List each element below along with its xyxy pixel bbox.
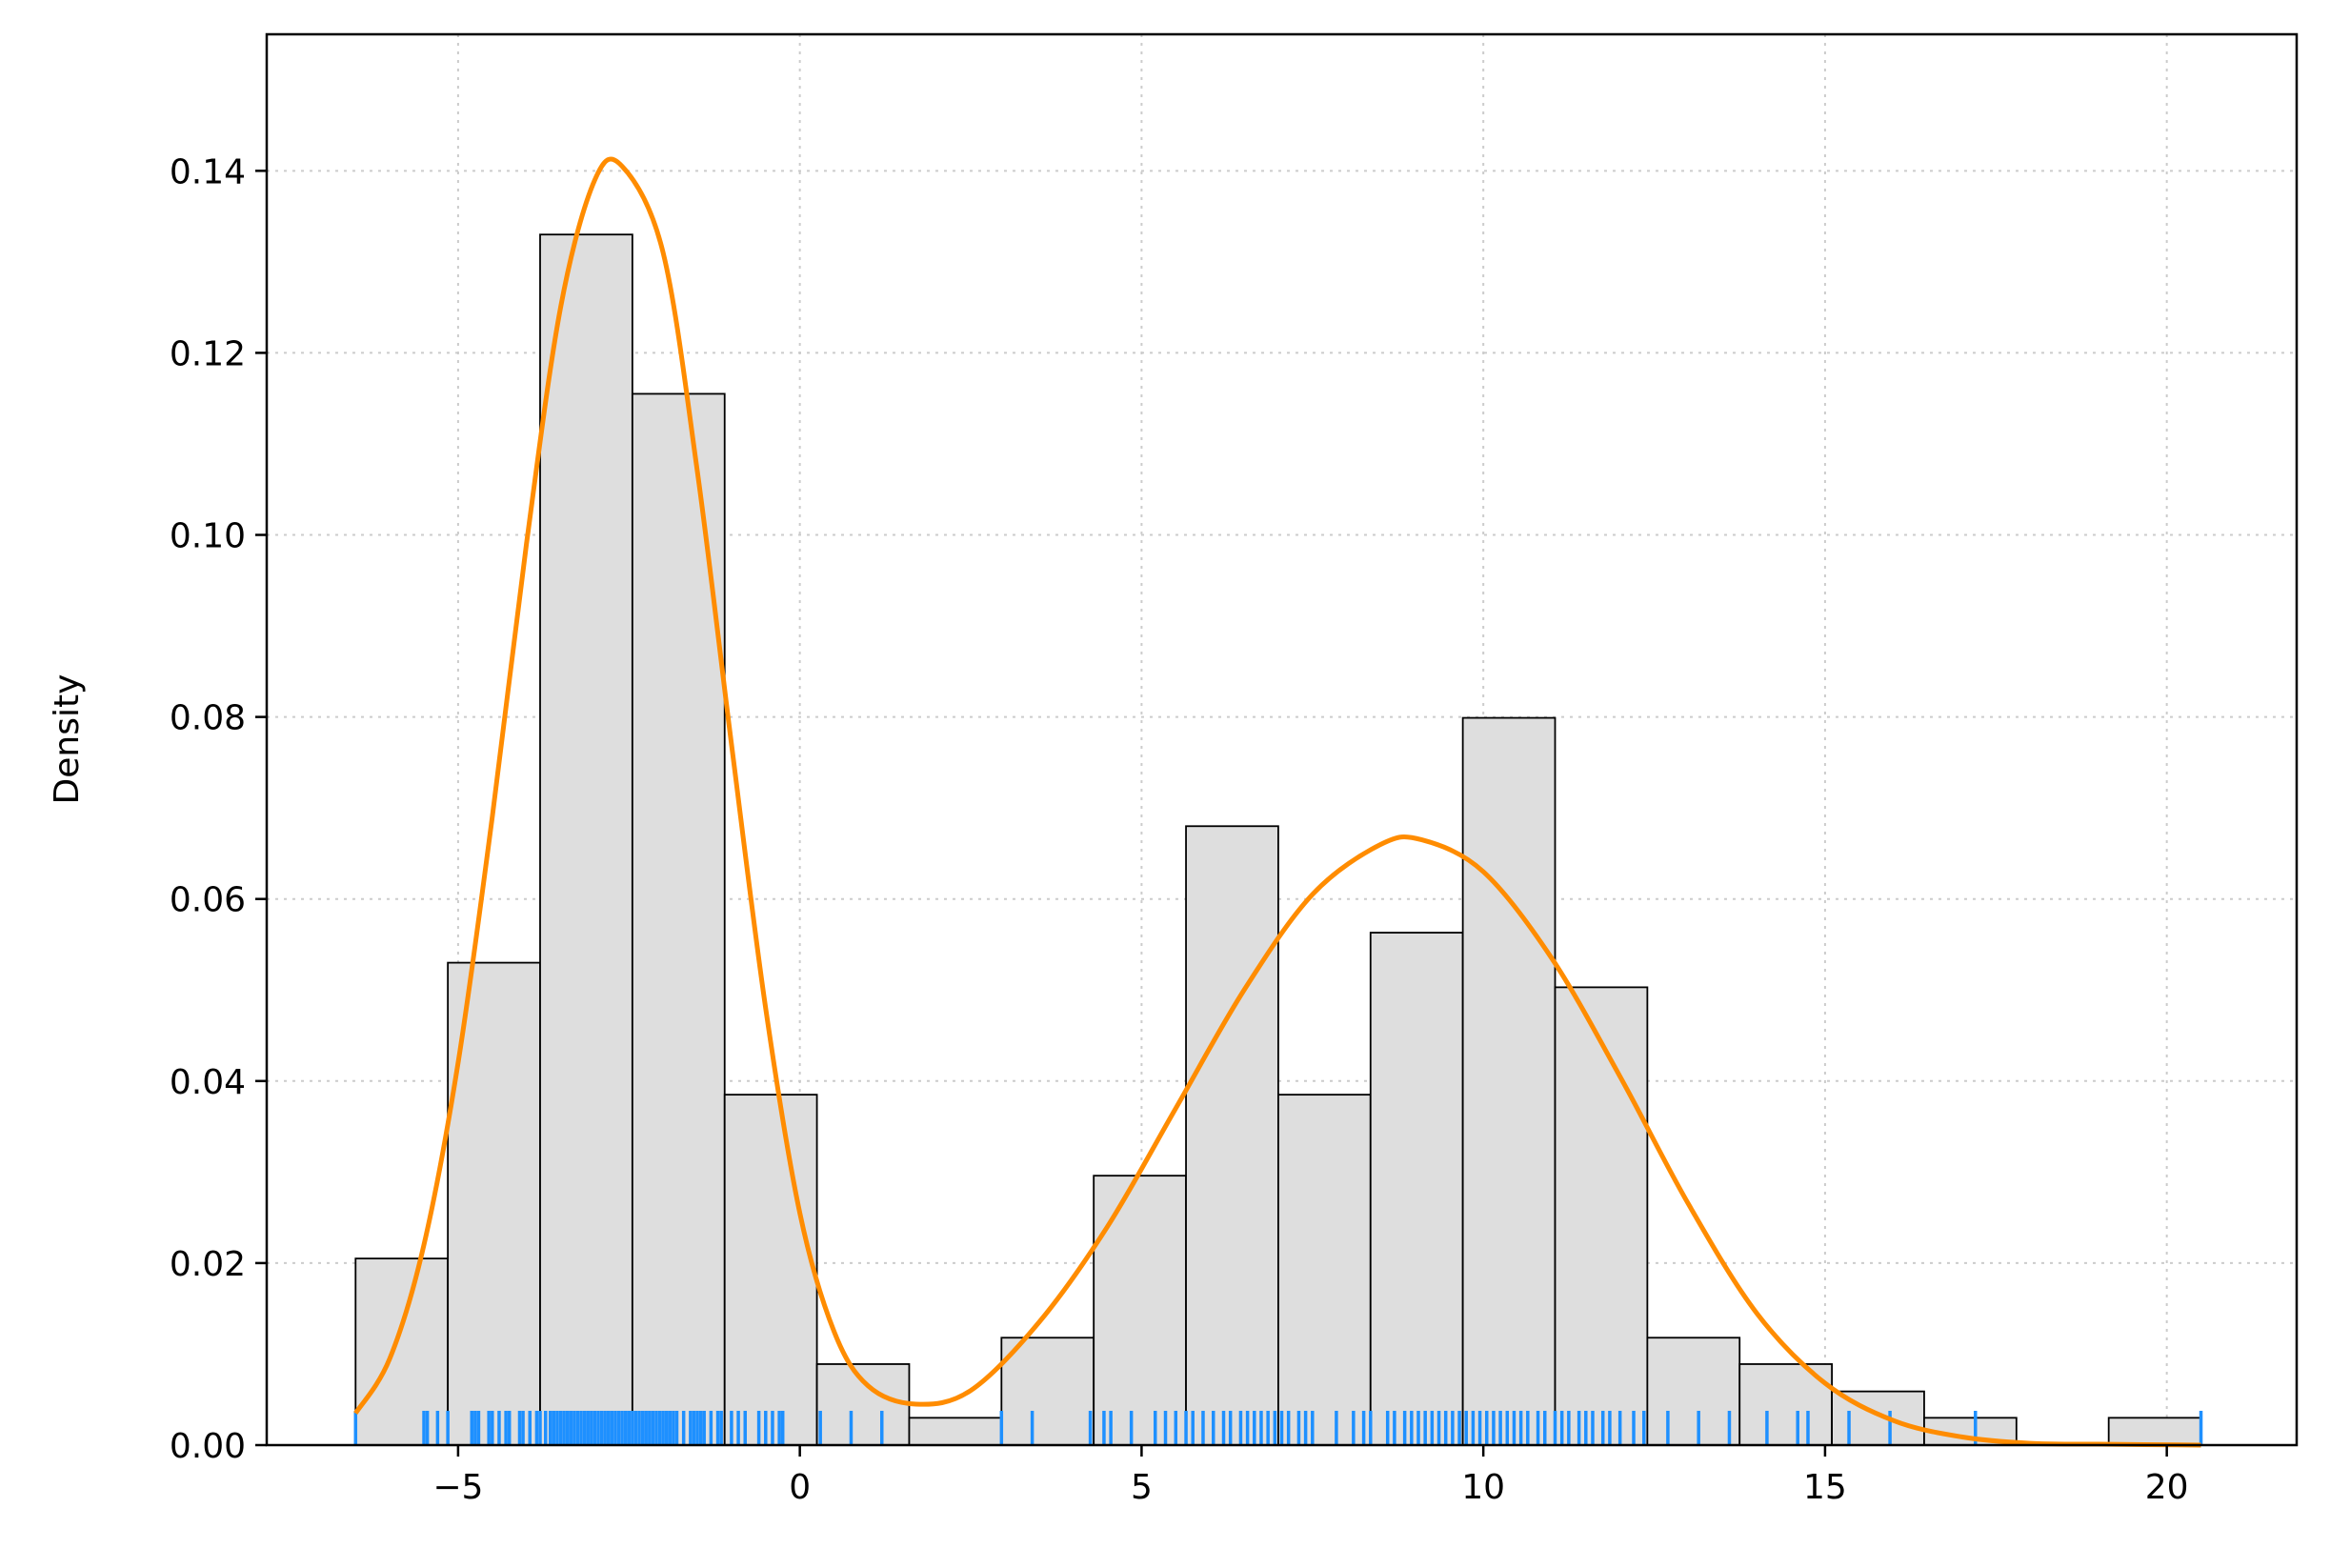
y-tick-label: 0.04 — [170, 1063, 246, 1102]
x-tick-label: −5 — [432, 1468, 483, 1507]
plot-frame — [265, 32, 2299, 1447]
histogram-bars — [354, 233, 2202, 1446]
histogram-bar — [539, 233, 633, 1446]
y-tick-label: 0.06 — [170, 881, 246, 920]
histogram-bar — [354, 1257, 450, 1446]
histogram-bar — [1277, 1094, 1372, 1446]
histogram-bar — [1369, 932, 1464, 1446]
histogram-bar — [1554, 986, 1649, 1446]
histogram-bar — [1093, 1175, 1187, 1446]
y-tick-label: 0.10 — [170, 517, 246, 556]
histogram-bar — [631, 392, 726, 1446]
x-tick-label: 10 — [1461, 1468, 1505, 1507]
kde-curve-group — [353, 156, 2201, 1448]
histogram-bar — [723, 1094, 818, 1446]
y-tick-label: 0.02 — [170, 1245, 246, 1284]
y-axis-label: Density — [48, 674, 87, 805]
histogram-bar — [1185, 825, 1279, 1446]
histogram-bar — [908, 1417, 1003, 1446]
x-tick-label: 15 — [1803, 1468, 1847, 1507]
x-axis-ticks: −5 0 5 10 15 20 — [432, 1445, 2189, 1507]
histogram-bar — [1646, 1337, 1741, 1446]
x-tick-label: 20 — [2145, 1468, 2189, 1507]
y-tick-label: 0.00 — [170, 1427, 246, 1466]
y-tick-label: 0.14 — [170, 152, 246, 191]
histogram-bar — [2107, 1417, 2202, 1446]
y-tick-label: 0.12 — [170, 334, 246, 373]
kde-curve — [353, 156, 2201, 1448]
histogram-bar — [1000, 1337, 1095, 1446]
x-tick-label: 5 — [1131, 1468, 1153, 1507]
y-tick-label: 0.08 — [170, 699, 246, 738]
y-axis-ticks: 0.00 0.02 0.04 0.06 0.08 0.10 0.12 0.14 — [170, 152, 267, 1466]
rug-marks — [353, 1411, 2203, 1445]
x-tick-label: 0 — [789, 1468, 811, 1507]
histogram-bar — [815, 1363, 911, 1446]
histogram-bar — [1461, 716, 1557, 1446]
